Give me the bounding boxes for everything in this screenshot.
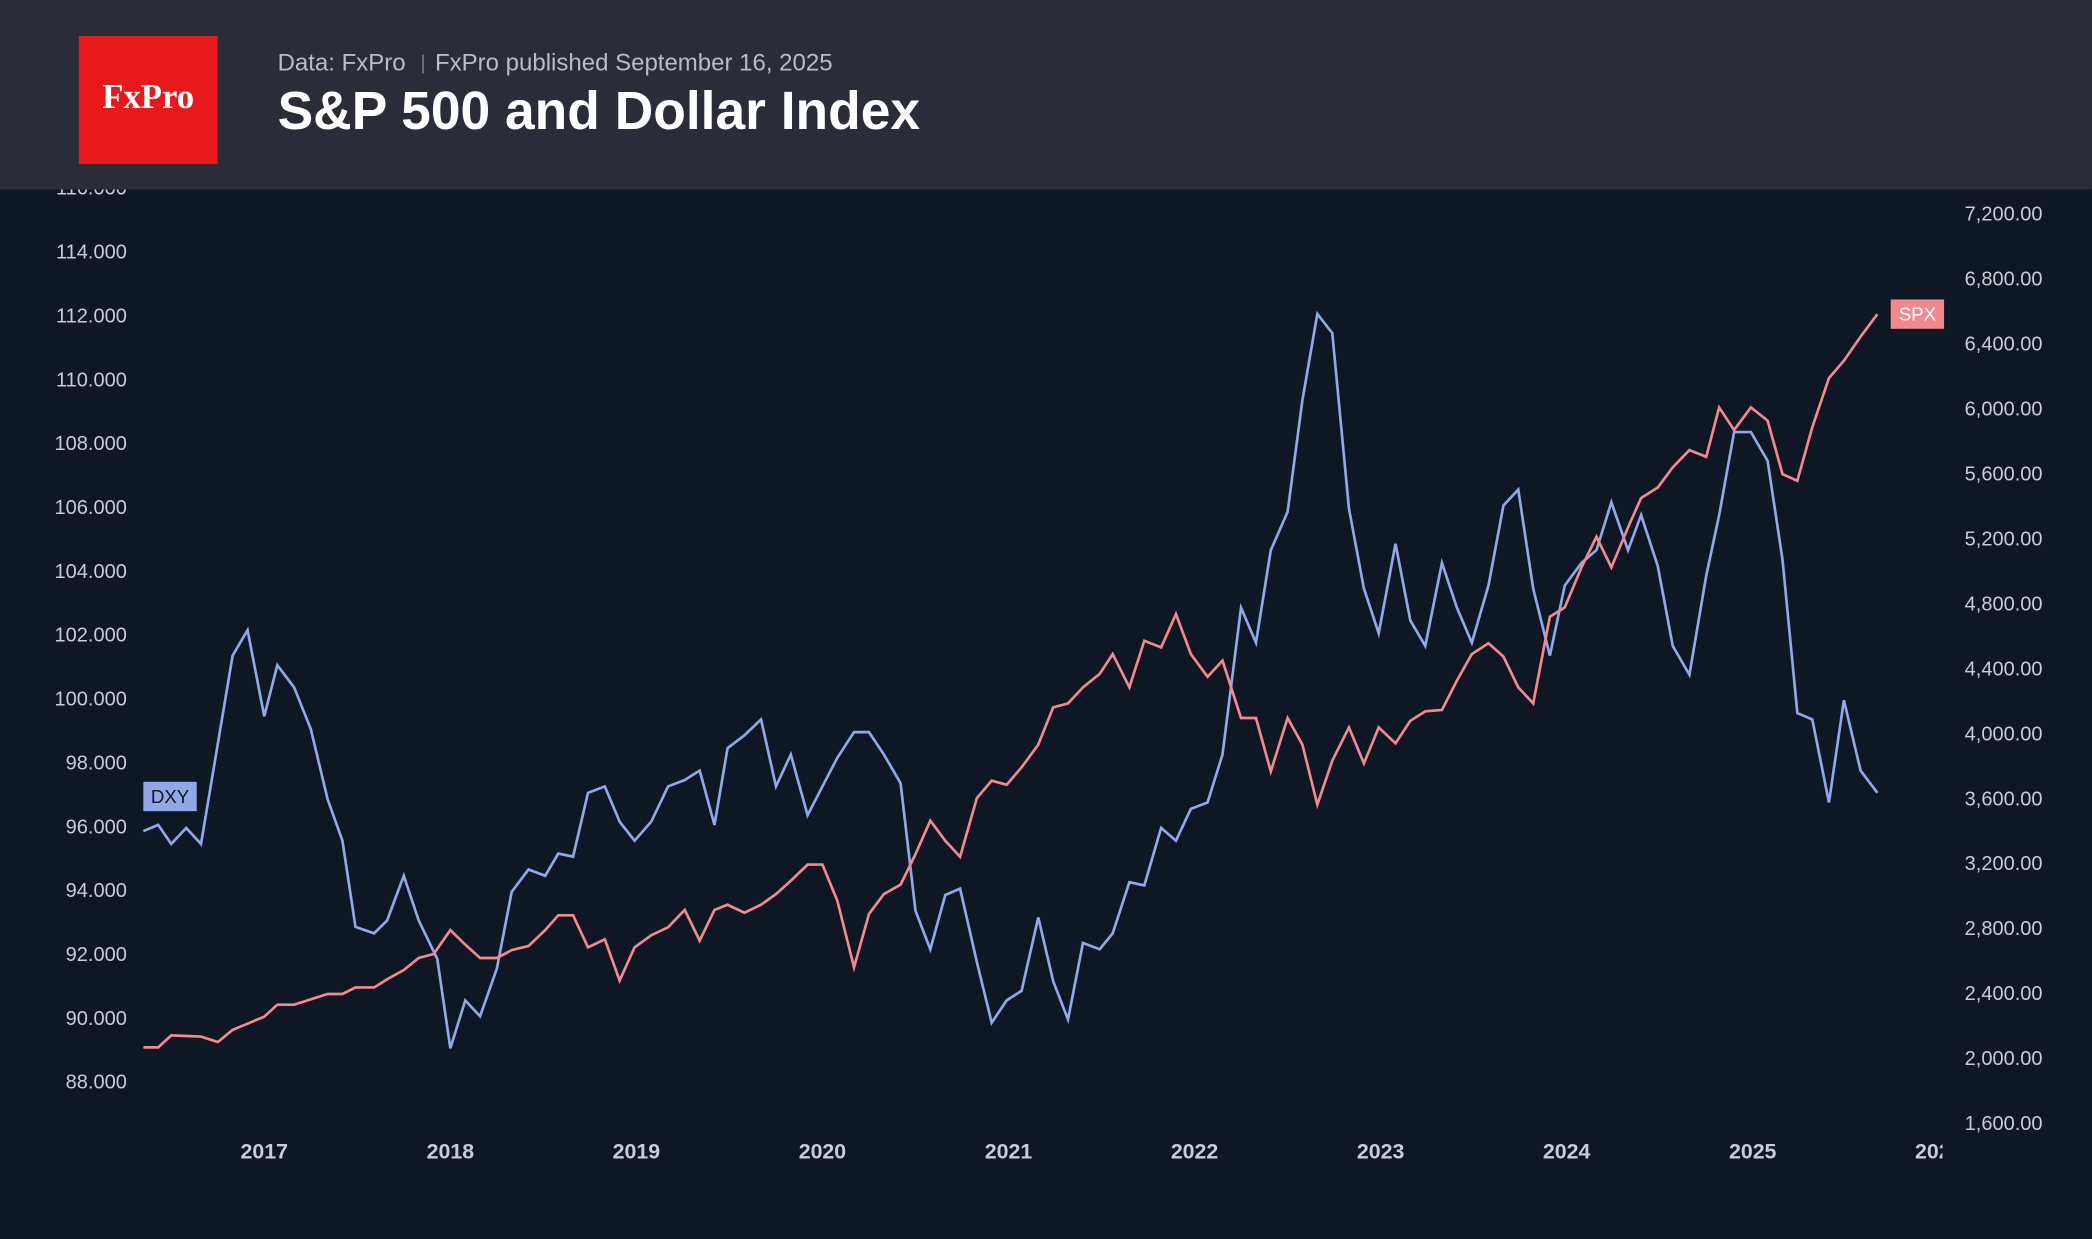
y-tick-label: 100.000 (55, 689, 127, 711)
series-tag (1890, 299, 1945, 329)
series-line (142, 310, 1879, 1049)
source: Data: FxPro (278, 49, 406, 76)
y-tick-label: 116.000 (56, 178, 127, 200)
y2-tick-label: 4,800.00 (1965, 593, 2043, 615)
logo (78, 36, 218, 165)
header (0, 0, 2092, 190)
y2-tick-label: 2,000.00 (1965, 1048, 2043, 1070)
y2-tick-label: 1,600.00 (1965, 1113, 2043, 1135)
y-tick-label: 106.000 (55, 497, 127, 519)
y2-tick-label: 4,400.00 (1965, 658, 2043, 680)
legend-label: DXY (151, 786, 190, 807)
series-tag (143, 781, 197, 812)
x-tick-label: 2026 (1915, 1139, 1963, 1163)
y-tick-label: 112.000 (56, 305, 127, 327)
y-tick-label: 114.000 (56, 242, 127, 264)
x-tick-label: 2022 (1171, 1139, 1218, 1163)
y2-tick-label: 7,200.00 (1965, 204, 2043, 226)
y2-tick-label: 2,400.00 (1965, 983, 2043, 1005)
y-tick-label: 92.000 (66, 944, 127, 966)
x-tick-label: 2023 (1357, 1139, 1405, 1163)
y2-tick-label: 5,600.00 (1965, 464, 2043, 486)
series-line (143, 313, 1879, 1049)
y-tick-label: 104.000 (55, 561, 127, 583)
y2-tick-label: 5,200.00 (1965, 528, 2043, 550)
logo-text: FxPro (102, 77, 194, 116)
y2-tick-label: 6,400.00 (1965, 334, 2043, 356)
published: FxPro published September 16, 2025 (435, 49, 833, 76)
y-tick-label: 96.000 (66, 816, 127, 838)
y2-tick-label: 6,800.00 (1965, 269, 2043, 291)
x-tick-label: 2024 (1543, 1139, 1591, 1163)
y-tick-label: 88.000 (66, 1072, 127, 1094)
x-tick-label: 2025 (1729, 1139, 1777, 1163)
y2-tick-label: 3,600.00 (1965, 788, 2043, 810)
legend-label: SPX (1899, 303, 1937, 324)
y-tick-label: 108.000 (55, 433, 127, 455)
x-tick-label: 2021 (985, 1139, 1033, 1163)
y-tick-label: 102.000 (55, 625, 127, 647)
chart-title: S&P 500 and Dollar Index (278, 82, 921, 141)
y-tick-label: 94.000 (66, 880, 127, 902)
y2-tick-label: 6,000.00 (1965, 399, 2043, 421)
y-tick-label: 110.000 (56, 369, 127, 391)
x-tick-label: 2018 (427, 1139, 475, 1163)
y-tick-label: 98.000 (66, 752, 127, 774)
x-tick-label: 2020 (799, 1139, 846, 1163)
y-tick-label: 90.000 (66, 1008, 127, 1030)
y2-tick-label: 2,800.00 (1965, 918, 2043, 940)
y2-tick-label: 3,200.00 (1965, 853, 2043, 875)
x-tick-label: 2017 (241, 1139, 288, 1163)
y2-tick-label: 4,000.00 (1965, 723, 2043, 745)
x-tick-label: 2019 (613, 1139, 661, 1163)
